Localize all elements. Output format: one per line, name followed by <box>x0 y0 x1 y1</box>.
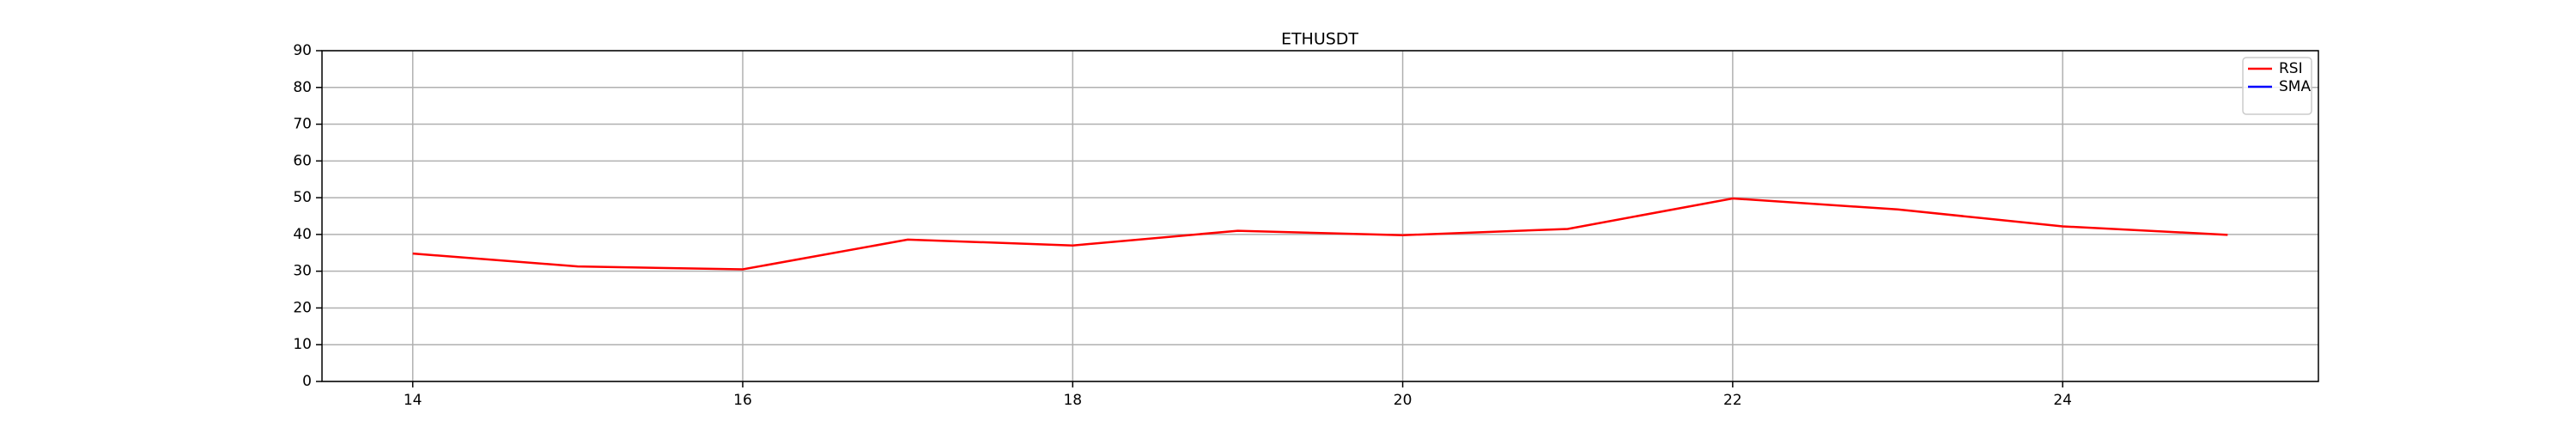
x-tick-label: 16 <box>733 392 752 409</box>
y-tick-label: 30 <box>293 263 312 280</box>
y-tick-label: 80 <box>293 79 312 96</box>
x-tick-label: 20 <box>1394 392 1413 409</box>
legend-label: SMA <box>2279 78 2311 95</box>
chart-title: ETHUSDT <box>1281 30 1358 49</box>
y-tick-label: 70 <box>293 116 312 133</box>
plot-frame <box>321 50 2319 382</box>
x-tick-label: 24 <box>2053 392 2072 409</box>
y-tick-label: 60 <box>293 152 312 169</box>
y-tick-label: 40 <box>293 226 312 243</box>
y-tick-label: 0 <box>302 373 312 390</box>
y-tick-label: 10 <box>293 336 312 353</box>
legend-box <box>2242 57 2312 115</box>
y-tick-label: 20 <box>293 299 312 316</box>
x-tick-label: 14 <box>404 392 422 409</box>
legend-label: RSI <box>2279 60 2303 77</box>
series-line <box>412 197 2228 271</box>
x-tick-label: 18 <box>1063 392 1082 409</box>
x-tick-label: 22 <box>1723 392 1742 409</box>
y-tick-label: 90 <box>293 42 312 59</box>
y-tick-label: 50 <box>293 189 312 206</box>
